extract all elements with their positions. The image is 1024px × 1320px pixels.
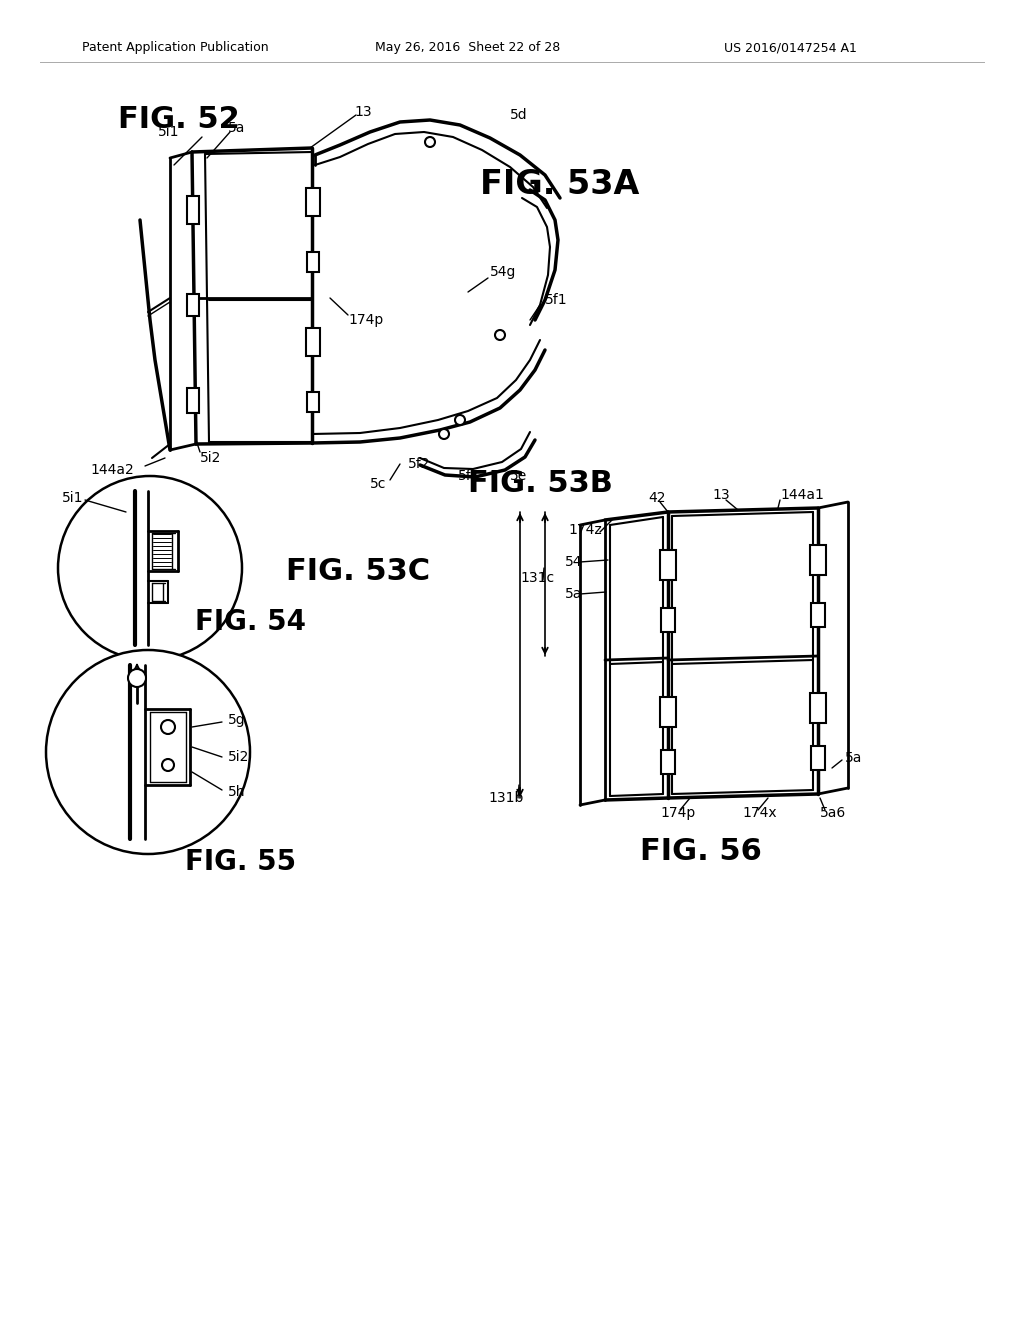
Polygon shape — [307, 392, 319, 412]
Text: FIG. 55: FIG. 55 — [185, 847, 296, 876]
Text: 5i1: 5i1 — [62, 491, 84, 506]
Polygon shape — [662, 609, 675, 632]
Polygon shape — [660, 697, 676, 727]
Text: 174p: 174p — [348, 313, 383, 327]
Text: 144a2: 144a2 — [90, 463, 134, 477]
Polygon shape — [810, 545, 826, 576]
Text: 5a: 5a — [228, 121, 246, 135]
Circle shape — [46, 649, 250, 854]
Circle shape — [161, 719, 175, 734]
Text: US 2016/0147254 A1: US 2016/0147254 A1 — [724, 41, 856, 54]
Polygon shape — [660, 550, 676, 579]
Text: 5g: 5g — [228, 713, 246, 727]
Circle shape — [455, 414, 465, 425]
Text: FIG. 53A: FIG. 53A — [480, 169, 639, 202]
Circle shape — [162, 759, 174, 771]
Polygon shape — [811, 603, 825, 627]
Text: FIG. 52: FIG. 52 — [118, 106, 240, 135]
Circle shape — [425, 137, 435, 147]
Circle shape — [128, 669, 146, 686]
Text: FIG. 53C: FIG. 53C — [286, 557, 430, 586]
Text: 54g: 54g — [490, 265, 516, 279]
Circle shape — [495, 330, 505, 341]
Text: 5h: 5h — [228, 785, 246, 799]
Text: 5a: 5a — [565, 587, 583, 601]
Polygon shape — [307, 252, 319, 272]
Text: 13: 13 — [712, 488, 730, 502]
Text: 42: 42 — [648, 491, 666, 506]
Text: 5a: 5a — [845, 751, 862, 766]
Text: 144a1: 144a1 — [780, 488, 824, 502]
Polygon shape — [662, 750, 675, 774]
Text: Patent Application Publication: Patent Application Publication — [82, 41, 268, 54]
Polygon shape — [187, 195, 199, 224]
Text: 5i2: 5i2 — [228, 750, 250, 764]
Circle shape — [439, 429, 449, 440]
Polygon shape — [187, 294, 199, 315]
Text: 54: 54 — [565, 554, 583, 569]
Text: 5d: 5d — [510, 108, 527, 121]
Text: 5f: 5f — [458, 469, 472, 483]
Text: FIG. 54: FIG. 54 — [195, 609, 306, 636]
Polygon shape — [306, 327, 319, 356]
Text: 174x: 174x — [742, 807, 776, 820]
Text: 5i2: 5i2 — [200, 451, 221, 465]
Text: 5f2: 5f2 — [408, 457, 430, 471]
Text: 174z: 174z — [568, 523, 602, 537]
Text: 5i1: 5i1 — [158, 125, 179, 139]
Text: 5e: 5e — [510, 469, 527, 483]
Text: FIG. 53B: FIG. 53B — [468, 470, 613, 499]
Text: 5f1: 5f1 — [545, 293, 567, 308]
Text: May 26, 2016  Sheet 22 of 28: May 26, 2016 Sheet 22 of 28 — [376, 41, 560, 54]
Text: 13: 13 — [354, 106, 372, 119]
Polygon shape — [306, 187, 319, 216]
Polygon shape — [810, 693, 826, 723]
Text: FIG. 56: FIG. 56 — [640, 837, 762, 866]
Polygon shape — [187, 388, 199, 412]
Text: 5a6: 5a6 — [820, 807, 846, 820]
Text: 131c: 131c — [520, 572, 554, 585]
Text: 131b: 131b — [488, 791, 523, 805]
Circle shape — [58, 477, 242, 660]
Polygon shape — [811, 746, 825, 770]
Text: 5c: 5c — [370, 477, 386, 491]
Text: 174p: 174p — [660, 807, 695, 820]
